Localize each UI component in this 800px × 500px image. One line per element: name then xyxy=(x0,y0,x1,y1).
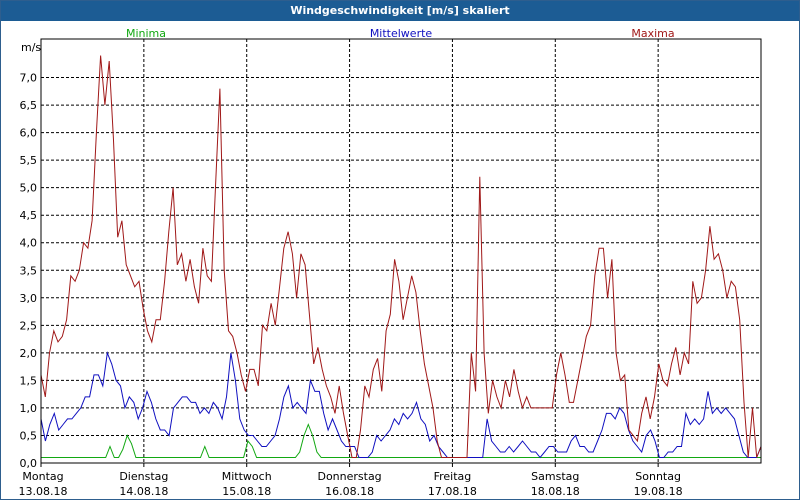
day-name-label: Samstag xyxy=(531,470,579,483)
y-tick-label: 6,0 xyxy=(20,127,38,140)
day-date-label: 15.08.18 xyxy=(222,485,271,498)
legend-mittelwerte: Mittelwerte xyxy=(370,27,433,40)
y-tick-label: 2,0 xyxy=(20,347,38,360)
day-date-label: 18.08.18 xyxy=(531,485,580,498)
legend-minima: Minima xyxy=(126,27,166,40)
x-axis-day-labels: Montag 13.08.18 Dienstag 14.08.18 Mittwoch 15… xyxy=(19,463,683,498)
day-date-label: 16.08.18 xyxy=(325,485,374,498)
series-lines xyxy=(40,55,762,459)
y-tick-label: 1,5 xyxy=(20,374,38,387)
y-tick-label: 4,0 xyxy=(20,237,38,250)
y-tick-label: 0,5 xyxy=(20,429,38,442)
day-date-label: 13.08.18 xyxy=(19,485,68,498)
y-tick-label: 3,0 xyxy=(20,292,38,305)
day-name-label: Montag xyxy=(22,470,63,483)
y-tick-label: 5,5 xyxy=(20,154,38,167)
y-tick-label: 3,5 xyxy=(20,264,38,277)
wind-speed-chart: Minima Mittelwerte Maxima m/s 0,0 0,5 1,0 1… xyxy=(19,27,762,498)
series-line-minima xyxy=(41,423,761,458)
series-line-maxima xyxy=(40,55,762,458)
day-name-label: Dienstag xyxy=(119,470,168,483)
y-tick-label: 0,0 xyxy=(20,457,38,470)
day-date-label: 14.08.18 xyxy=(119,485,168,498)
window-title: Windgeschwindigkeit [m/s] skaliert xyxy=(1,1,799,21)
y-tick-label: 4,5 xyxy=(20,209,38,222)
plot-area xyxy=(40,38,762,464)
grid xyxy=(41,39,761,464)
series-line-mittelwerte xyxy=(40,350,762,459)
y-tick-label: 1,0 xyxy=(20,402,38,415)
day-name-label: Freitag xyxy=(434,470,472,483)
y-axis-unit: m/s xyxy=(21,41,41,54)
day-name-label: Mittwoch xyxy=(222,470,272,483)
day-name-label: Sonntag xyxy=(635,470,681,483)
y-axis-ticks: 0,0 0,5 1,0 1,5 2,0 2,5 3,0 3,5 4,0 4,5 5,0 5,5 6,0 6… xyxy=(20,72,38,470)
day-date-label: 19.08.18 xyxy=(634,485,683,498)
y-tick-label: 5,0 xyxy=(20,182,38,195)
y-tick-label: 6,5 xyxy=(20,99,38,112)
day-date-label: 17.08.18 xyxy=(428,485,477,498)
legend-maxima: Maxima xyxy=(631,27,674,40)
y-tick-label: 2,5 xyxy=(20,319,38,332)
y-tick-label: 7,0 xyxy=(20,72,38,85)
day-name-label: Donnerstag xyxy=(317,470,381,483)
